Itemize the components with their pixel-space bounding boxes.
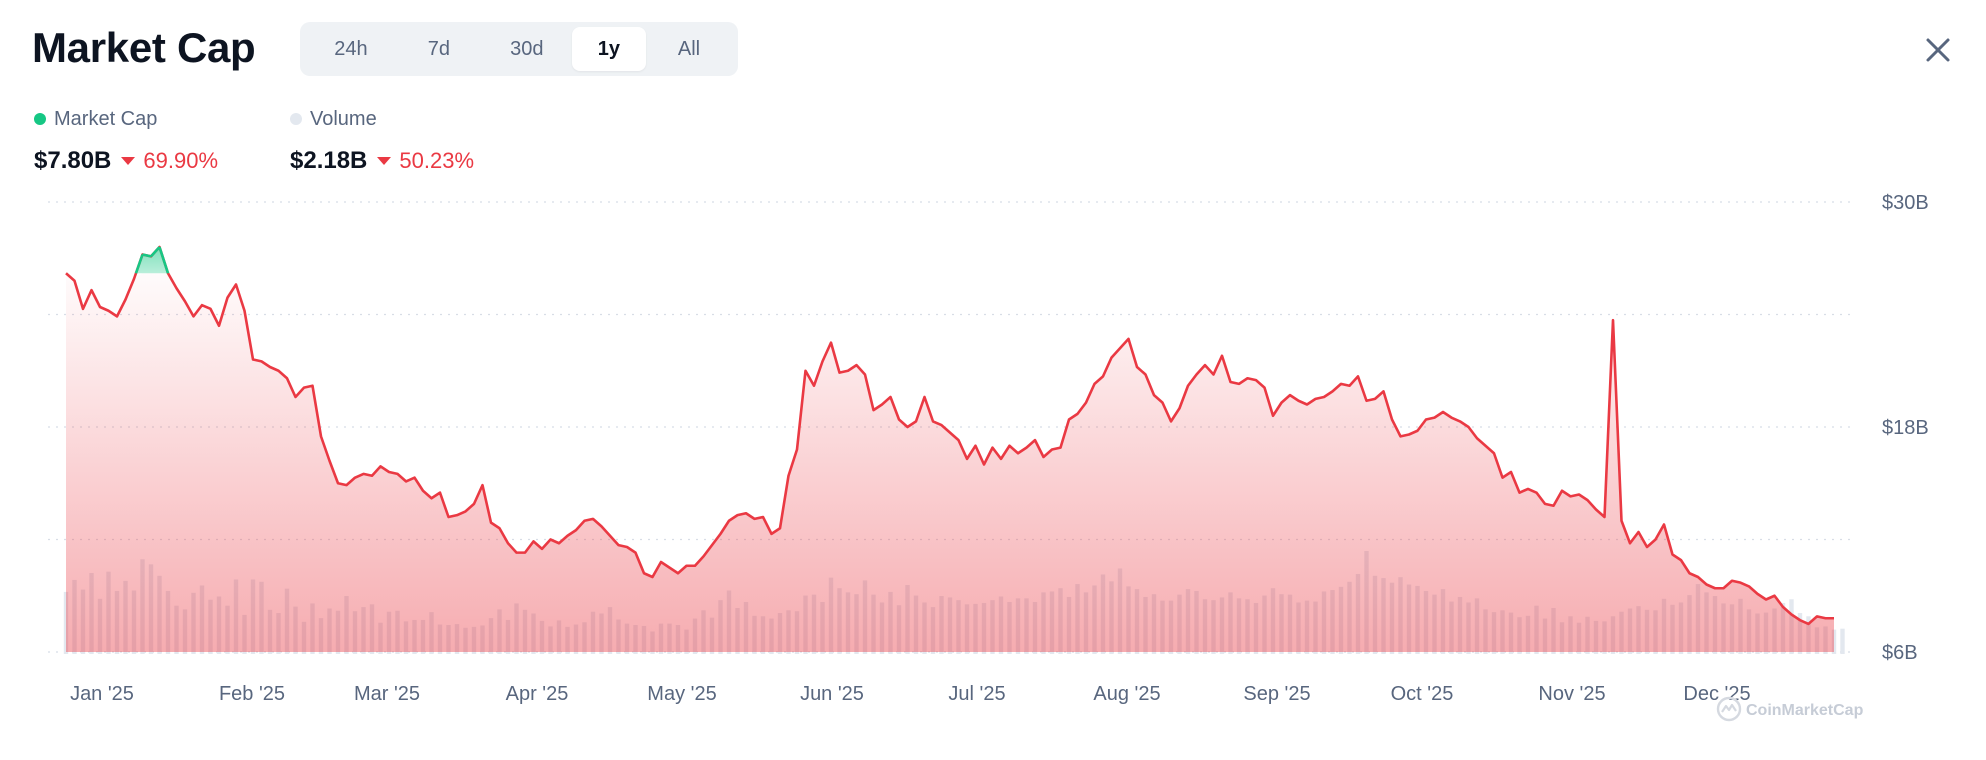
close-icon [1926,38,1950,62]
x-tick-label: Oct '25 [1391,683,1454,705]
volume-value: $2.18B [290,147,368,174]
caret-down-icon [121,157,136,165]
market-cap-value: $7.80B [34,147,112,174]
y-tick-label: $6B [1882,642,1918,664]
tab-all[interactable]: All [677,37,701,60]
legend-volume: Volume $2.18B 50.23% [290,106,474,176]
market-cap-change: 69.90% [121,148,218,174]
market-cap-up-area [135,247,168,274]
close-button[interactable] [1920,32,1956,68]
y-tick-label: $30B [1882,192,1929,214]
x-tick-label: Nov '25 [1538,683,1605,705]
x-tick-label: Sep '25 [1243,683,1310,705]
x-tick-label: Dec '25 [1683,683,1750,705]
tab-7d[interactable]: 7d [427,37,450,60]
page-title: Market Cap [32,24,256,71]
tab-1y[interactable]: 1y [571,27,647,71]
market-cap-dot-icon [34,113,46,125]
x-tick-label: Apr '25 [506,683,569,705]
watermark: CoinMarketCap [1716,696,1864,722]
market-cap-area [66,273,1834,652]
volume-dot-icon [290,113,302,125]
volume-change: 50.23% [377,148,474,174]
legend-market-cap-label: Market Cap [54,107,158,130]
market-cap-up-line [134,246,170,274]
y-tick-label: $18B [1882,417,1929,439]
caret-down-icon [377,157,392,165]
coinmarketcap-logo-icon [1716,696,1742,722]
legend-market-cap: Market Cap $7.80B 69.90% [34,106,218,176]
volume-change-value: 50.23% [399,148,475,173]
tab-24h[interactable]: 24h [334,37,368,60]
x-tick-label: Jun '25 [800,683,864,705]
volume-bar [1840,628,1845,654]
tab-30d[interactable]: 30d [510,37,544,60]
time-range-tabs: 24h 7d 30d 1y All [300,22,738,76]
x-tick-label: May '25 [647,683,716,705]
x-tick-label: Jan '25 [70,683,134,705]
x-tick-label: Jul '25 [948,683,1005,705]
x-tick-label: Aug '25 [1093,683,1160,705]
x-tick-label: Feb '25 [219,683,285,705]
market-cap-change-value: 69.90% [143,148,219,173]
watermark-text: CoinMarketCap [1746,702,1864,719]
market-cap-line [65,245,1834,626]
x-tick-label: Mar '25 [354,683,420,705]
legend-volume-label: Volume [310,107,377,130]
